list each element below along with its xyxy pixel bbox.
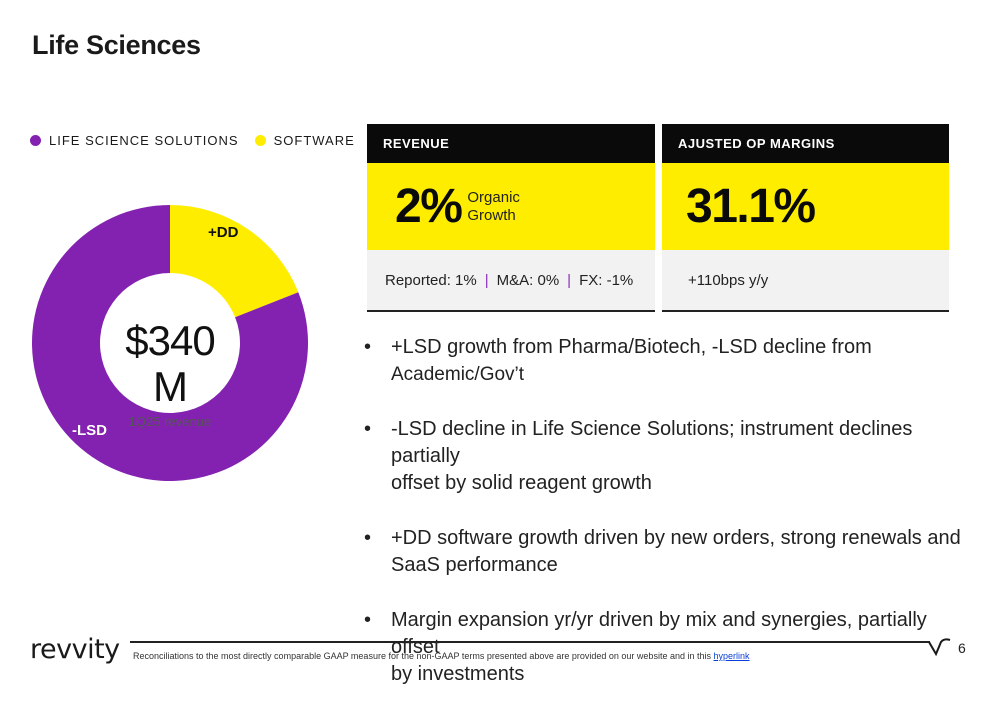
op-margin-value: 31.1% (686, 180, 816, 233)
legend-label-lss: LIFE SCIENCE SOLUTIONS (49, 133, 239, 148)
donut-center: $340 M 1Q25 revenue (108, 317, 232, 430)
page-number: 6 (958, 640, 966, 656)
legend-dot-lss (30, 135, 41, 146)
donut-center-value: $340 M (125, 317, 215, 410)
bullet-text-line1: +DD software growth driven by new orders… (391, 527, 961, 549)
donut-segment-software (170, 205, 299, 318)
footer-divider (130, 641, 930, 643)
bullet-icon: • (364, 418, 372, 440)
bullet-text-line2: Academic/Gov’t (391, 364, 525, 385)
footnote-hyperlink[interactable]: hyperlink (713, 651, 750, 661)
revenue-fx: FX: -1% (579, 271, 634, 289)
donut-segment-lss (32, 205, 308, 481)
segment-label-lss: -LSD (72, 422, 107, 439)
legend-label-software: SOFTWARE (273, 133, 355, 148)
op-margin-change: +110bps y/y (688, 271, 769, 289)
bullet-text-line1: -LSD decline in Life Science Solutions; … (391, 418, 913, 467)
revenue-value: 2% (395, 180, 463, 233)
footnote: Reconciliations to the most directly com… (133, 651, 750, 661)
revenue-donut-chart (32, 205, 308, 481)
legend-dot-software (254, 135, 266, 146)
bullet-text-line2: SaaS performance (391, 554, 558, 576)
bullet-icon: • (364, 527, 372, 549)
legend-item-lss: LIFE SCIENCE SOLUTIONS (30, 133, 239, 148)
revenue-card-footer: Reported: 1% | M&A: 0% | FX: -1% (367, 250, 655, 312)
op-margin-card-footer: +110bps y/y (662, 250, 949, 312)
list-item: • +LSD growth from Pharma/Biotech, -LSD d… (364, 334, 964, 388)
revvity-logo: revvity (30, 634, 120, 665)
revenue-note-line1: Organic (467, 188, 520, 206)
revenue-note-line2: Growth (467, 206, 516, 224)
revenue-card-header: REVENUE (367, 124, 655, 163)
bullet-text-line1: +LSD growth from Pharma/Biotech, -LSD de… (391, 336, 872, 358)
separator: | (567, 271, 572, 289)
bullet-icon: • (364, 609, 372, 631)
op-margin-card-band: 31.1% (662, 163, 949, 250)
revenue-reported: Reported: 1% (385, 271, 477, 289)
legend-item-software: SOFTWARE (254, 133, 355, 148)
separator: | (484, 271, 489, 289)
list-item: • -LSD decline in Life Science Solutions;… (364, 416, 964, 497)
bullet-text-line2: offset by solid reagent growth (391, 472, 652, 494)
revenue-ma: M&A: 0% (496, 271, 560, 289)
op-margin-card-header: AJUSTED OP MARGINS (662, 124, 949, 163)
brand-mark-icon (928, 638, 951, 657)
revenue-card: REVENUE 2% Organic Growth Reported: 1% |… (367, 124, 655, 312)
bullet-icon: • (364, 336, 372, 358)
footnote-text: Reconciliations to the most directly com… (133, 651, 711, 661)
list-item: • +DD software growth driven by new order… (364, 525, 964, 579)
op-margin-card: AJUSTED OP MARGINS 31.1% +110bps y/y (662, 124, 949, 312)
commentary-list: • +LSD growth from Pharma/Biotech, -LSD d… (364, 334, 964, 716)
revenue-note: Organic Growth (467, 189, 520, 225)
chart-legend: LIFE SCIENCE SOLUTIONS SOFTWARE (30, 133, 371, 148)
page-title: Life Sciences (32, 30, 201, 60)
segment-label-software: +DD (208, 224, 239, 241)
revenue-card-band: 2% Organic Growth (367, 163, 655, 250)
logo-wordmark: revvity (30, 634, 120, 665)
bullet-text-line2: by investments (391, 663, 525, 685)
donut-center-subtitle: 1Q25 revenue (128, 414, 212, 429)
list-item: • Margin expansion yr/yr driven by mix an… (364, 607, 964, 688)
